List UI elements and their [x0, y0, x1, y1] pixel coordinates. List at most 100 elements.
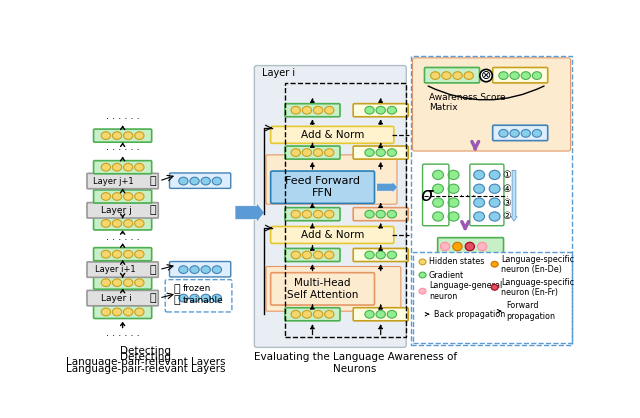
Ellipse shape: [448, 170, 459, 179]
Text: Hidden states: Hidden states: [429, 257, 484, 266]
Text: trainable: trainable: [183, 296, 224, 305]
Ellipse shape: [134, 193, 144, 200]
Text: frozen: frozen: [183, 284, 211, 293]
Ellipse shape: [376, 210, 385, 218]
Ellipse shape: [190, 177, 199, 185]
Ellipse shape: [314, 106, 323, 114]
Ellipse shape: [510, 130, 519, 137]
Ellipse shape: [113, 250, 122, 258]
Text: · · · · · ·: · · · · · ·: [106, 234, 140, 245]
Text: 🔥: 🔥: [150, 265, 156, 275]
Ellipse shape: [302, 149, 312, 156]
Text: Language-general
neuron: Language-general neuron: [429, 281, 502, 301]
Ellipse shape: [419, 272, 426, 278]
FancyBboxPatch shape: [285, 104, 340, 117]
Ellipse shape: [521, 130, 531, 137]
Ellipse shape: [387, 149, 397, 156]
Ellipse shape: [387, 210, 397, 218]
Ellipse shape: [433, 212, 444, 221]
Text: 🧊: 🧊: [150, 176, 156, 186]
Text: ②: ②: [502, 212, 511, 222]
Ellipse shape: [324, 311, 334, 318]
Ellipse shape: [302, 311, 312, 318]
Ellipse shape: [302, 210, 312, 218]
FancyBboxPatch shape: [87, 262, 158, 277]
FancyBboxPatch shape: [87, 203, 158, 218]
Ellipse shape: [124, 163, 133, 171]
Circle shape: [480, 69, 492, 82]
Ellipse shape: [499, 130, 508, 137]
Ellipse shape: [314, 251, 323, 259]
Ellipse shape: [291, 311, 300, 318]
Ellipse shape: [474, 184, 484, 194]
Ellipse shape: [365, 210, 374, 218]
Ellipse shape: [201, 266, 211, 273]
FancyBboxPatch shape: [271, 273, 374, 305]
Text: · · ·: · · ·: [460, 191, 475, 201]
FancyBboxPatch shape: [93, 276, 152, 289]
FancyBboxPatch shape: [93, 161, 152, 174]
Text: Language-specific
neuron (En-De): Language-specific neuron (En-De): [501, 255, 574, 274]
Ellipse shape: [124, 279, 133, 287]
Ellipse shape: [489, 212, 500, 221]
FancyArrow shape: [235, 203, 264, 223]
Ellipse shape: [376, 311, 385, 318]
Text: Multi-Head
Self Attention: Multi-Head Self Attention: [287, 278, 358, 300]
Ellipse shape: [489, 184, 500, 194]
FancyBboxPatch shape: [353, 104, 408, 117]
Ellipse shape: [440, 242, 450, 251]
Ellipse shape: [134, 250, 144, 258]
FancyBboxPatch shape: [170, 173, 231, 189]
Ellipse shape: [113, 279, 122, 287]
FancyBboxPatch shape: [438, 238, 504, 255]
Text: Awareness Score
Matrix: Awareness Score Matrix: [429, 93, 506, 112]
FancyBboxPatch shape: [87, 291, 158, 306]
Text: · · · · · ·: · · · · · ·: [106, 331, 140, 341]
Ellipse shape: [365, 106, 374, 114]
Ellipse shape: [464, 72, 474, 79]
Ellipse shape: [113, 132, 122, 140]
Ellipse shape: [101, 163, 111, 171]
Ellipse shape: [521, 72, 531, 79]
Text: Add & Norm: Add & Norm: [301, 230, 364, 240]
Text: Layer i: Layer i: [101, 293, 132, 303]
FancyBboxPatch shape: [353, 308, 408, 321]
Ellipse shape: [179, 294, 188, 302]
Text: Language-specific
neuron (En-Fr): Language-specific neuron (En-Fr): [501, 278, 574, 297]
FancyBboxPatch shape: [493, 125, 548, 140]
FancyBboxPatch shape: [285, 208, 340, 221]
Ellipse shape: [101, 132, 111, 140]
Text: Layer i+1: Layer i+1: [95, 265, 135, 274]
Ellipse shape: [302, 106, 312, 114]
Ellipse shape: [365, 149, 374, 156]
Ellipse shape: [190, 294, 199, 302]
Ellipse shape: [474, 170, 484, 179]
Text: Add & Norm: Add & Norm: [301, 130, 364, 140]
Ellipse shape: [134, 279, 144, 287]
Text: ③: ③: [502, 198, 511, 208]
FancyBboxPatch shape: [353, 208, 408, 221]
Ellipse shape: [433, 170, 444, 179]
Ellipse shape: [134, 219, 144, 227]
Ellipse shape: [101, 308, 111, 316]
Ellipse shape: [387, 251, 397, 259]
Ellipse shape: [365, 251, 374, 259]
Ellipse shape: [324, 106, 334, 114]
Text: Detecting
Language-pair-relevant Layers: Detecting Language-pair-relevant Layers: [66, 346, 226, 367]
Ellipse shape: [448, 212, 459, 221]
Ellipse shape: [314, 210, 323, 218]
FancyBboxPatch shape: [170, 262, 231, 277]
Text: Layer j+1: Layer j+1: [93, 176, 134, 186]
Ellipse shape: [419, 259, 426, 265]
Text: 🔥: 🔥: [174, 296, 180, 306]
Ellipse shape: [212, 177, 221, 185]
FancyBboxPatch shape: [353, 146, 408, 159]
Text: Evaluating the Language Awareness of
Neurons: Evaluating the Language Awareness of Neu…: [253, 352, 457, 374]
Ellipse shape: [124, 250, 133, 258]
Ellipse shape: [324, 149, 334, 156]
Ellipse shape: [113, 193, 122, 200]
FancyBboxPatch shape: [165, 280, 232, 312]
Ellipse shape: [179, 177, 188, 185]
Ellipse shape: [134, 308, 144, 316]
Ellipse shape: [201, 177, 211, 185]
